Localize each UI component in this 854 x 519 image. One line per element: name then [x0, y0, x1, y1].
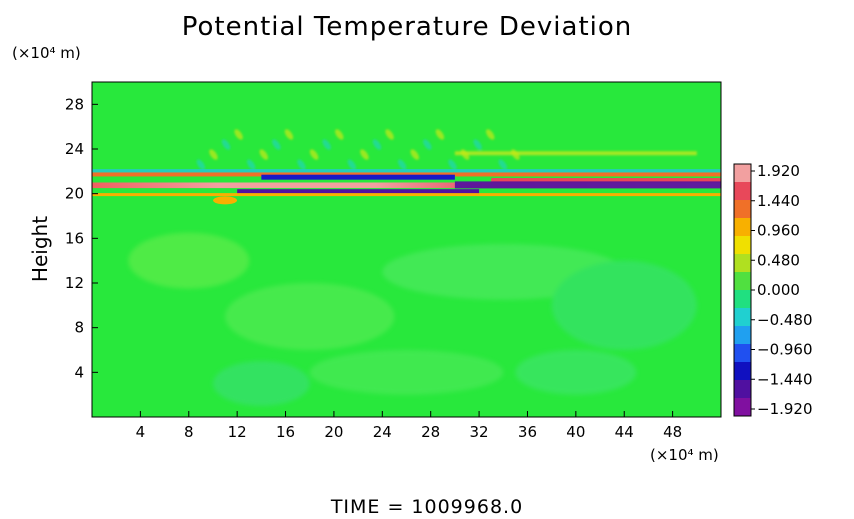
band-cyan-top: [92, 169, 721, 175]
band-yellow-bottom: [92, 193, 721, 197]
colorbar-segment-8: [734, 308, 751, 327]
field-blob-2: [551, 260, 697, 351]
x-tick-label-7: 32: [470, 423, 489, 441]
y-tick-label-6: 28: [65, 95, 84, 113]
wave-crest-11: [335, 129, 344, 140]
y-tick-label-3: 16: [65, 229, 84, 247]
y-tick-label-5: 24: [65, 140, 84, 158]
x-tick-label-8: 36: [518, 423, 537, 441]
wave-crest-23: [485, 129, 495, 140]
field-blob-5: [515, 350, 637, 395]
x-tick-label-0: 4: [136, 423, 146, 441]
wave-crest-1: [209, 149, 218, 160]
wave-crest-24: [498, 159, 508, 170]
wave-crest-2: [221, 139, 231, 150]
y-tick-label-0: 4: [74, 363, 84, 381]
y-tick-label-1: 8: [74, 319, 84, 337]
field-blob-3: [128, 232, 250, 289]
x-tick-label-1: 8: [184, 423, 194, 441]
band-lobe-yellow: [213, 196, 238, 205]
colorbar-segment-3: [734, 218, 751, 237]
wave-region: [196, 129, 697, 170]
band-core: [92, 182, 721, 189]
band-purple-right: [454, 181, 721, 189]
x-tick-label-4: 20: [324, 423, 343, 441]
time-readout: TIME = 1009968.0: [330, 496, 524, 518]
band-red-right: [491, 178, 721, 185]
colorbar-segment-7: [734, 290, 751, 309]
band-purple-lower: [237, 189, 480, 195]
colorbar-segment-10: [734, 344, 751, 363]
colorbar-segment-1: [734, 182, 751, 201]
x-tick-label-11: 48: [663, 423, 682, 441]
wave-crest-18: [423, 139, 432, 150]
wave-crest-14: [372, 139, 382, 150]
wave-crest-6: [272, 139, 281, 150]
y-tick-label-2: 12: [65, 274, 84, 292]
x-tick-label-10: 44: [615, 423, 634, 441]
wave-crest-22: [473, 139, 482, 150]
colorbar-segment-6: [734, 272, 751, 291]
wave-crest-8: [297, 159, 306, 170]
colorbar-label-2: 0.960: [757, 222, 800, 240]
shear-band: [92, 169, 721, 205]
field-blob-0: [225, 283, 395, 350]
chart-title: Potential Temperature Deviation: [181, 12, 633, 42]
x-tick-label-5: 24: [373, 423, 392, 441]
upper-band-edge: [454, 151, 697, 156]
plot-frame: [91, 81, 722, 418]
wave-crest-0: [196, 159, 206, 170]
colorbar-segment-11: [734, 362, 751, 381]
colorbar-label-3: 0.480: [757, 251, 800, 269]
colorbar-label-6: −0.960: [757, 341, 813, 359]
colorbar-label-7: −1.440: [757, 370, 813, 388]
colorbar-label-1: 1.440: [757, 192, 800, 210]
x-tick-label-2: 12: [228, 423, 247, 441]
x-tick-label-9: 40: [566, 423, 585, 441]
colorbar: 1.920 1.440 0.960 0.480 0.000 −0.480 −0.960 −1.…: [733, 162, 813, 418]
y-axis-unit-label: (×10⁴ m): [12, 44, 81, 62]
field-blob-6: [212, 361, 310, 406]
wave-crest-10: [322, 139, 331, 150]
x-axis-unit-label: (×10⁴ m): [650, 446, 719, 464]
band-blue-upper: [261, 174, 455, 180]
wave-crest-9: [309, 149, 319, 160]
wave-crest-16: [397, 159, 407, 170]
wave-crest-15: [385, 129, 394, 140]
colorbar-segment-13: [734, 398, 751, 417]
plot-area: [92, 82, 721, 417]
colorbar-segment-9: [734, 326, 751, 345]
wave-crest-3: [234, 129, 243, 140]
band-orange-top: [92, 172, 721, 177]
colorbar-segment-5: [734, 254, 751, 273]
colorbar-label-5: −0.480: [757, 311, 813, 329]
lower-field-texture: [128, 232, 697, 406]
wave-crest-20: [448, 159, 457, 170]
colorbar-segment-12: [734, 380, 751, 399]
y-tick-label-4: 20: [65, 185, 84, 203]
x-tick-label-6: 28: [421, 423, 440, 441]
wave-crest-7: [284, 129, 294, 140]
wave-crest-12: [347, 159, 357, 170]
colorbar-label-0: 1.920: [757, 162, 800, 180]
wave-crest-4: [246, 159, 256, 170]
colorbar-segment-4: [734, 236, 751, 255]
colorbar-segment-0: [734, 164, 751, 183]
wave-crest-13: [360, 149, 369, 160]
field-blob-4: [309, 350, 504, 395]
x-tick-label-3: 16: [276, 423, 295, 441]
wave-crest-5: [259, 149, 268, 160]
wave-crest-17: [410, 149, 419, 160]
colorbar-label-8: −1.920: [757, 400, 813, 418]
colorbar-label-4: 0.000: [757, 281, 800, 299]
colorbar-segment-2: [734, 200, 751, 219]
wave-crest-19: [435, 129, 445, 140]
